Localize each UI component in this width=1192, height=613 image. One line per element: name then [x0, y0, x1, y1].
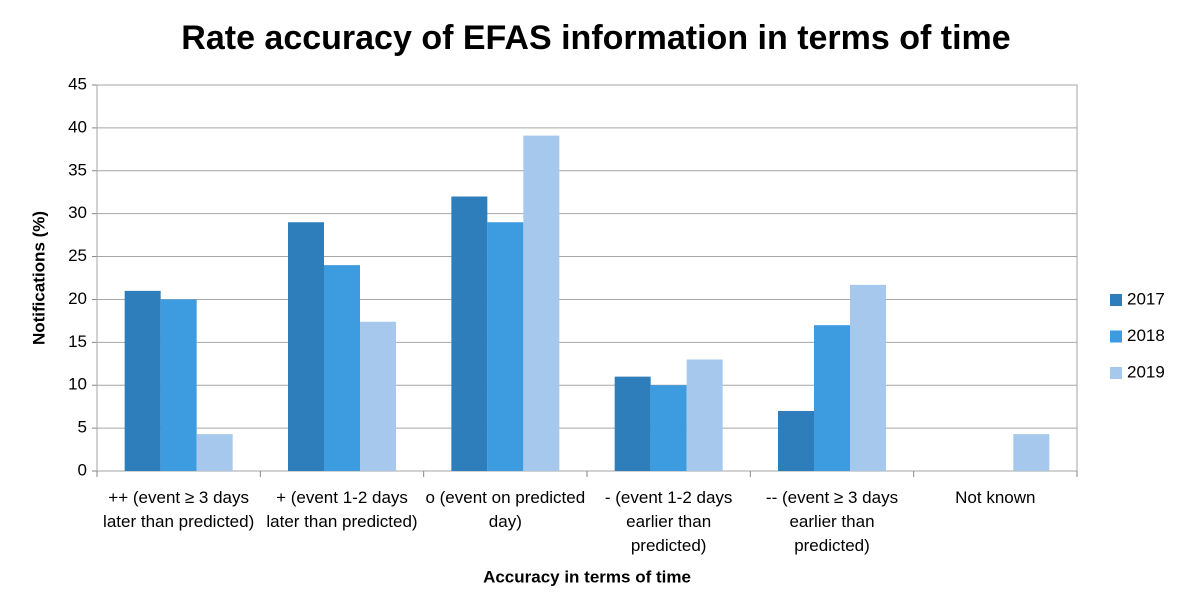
y-tick-label: 0	[78, 460, 87, 479]
y-tick-label: 10	[68, 375, 87, 394]
bar	[451, 196, 488, 471]
x-tick-label: ++ (event ≥ 3 days later than predicted)	[103, 488, 255, 531]
bar	[1013, 434, 1050, 471]
bar	[324, 265, 360, 471]
chart-title: Rate accuracy of EFAS information in ter…	[181, 19, 1010, 57]
legend-swatch	[1110, 330, 1122, 343]
y-tick-label: 40	[68, 117, 87, 136]
bar	[523, 135, 560, 471]
legend-swatch	[1110, 294, 1122, 306]
bar	[778, 410, 814, 471]
bar	[686, 359, 723, 471]
y-tick-label: 35	[68, 160, 87, 179]
y-tick-label: 30	[68, 203, 87, 222]
bar	[650, 385, 687, 471]
y-tick-label: 5	[78, 418, 87, 437]
bar	[814, 325, 850, 471]
bar	[124, 290, 161, 471]
legend-label: 2018	[1127, 326, 1165, 345]
bar	[196, 434, 233, 471]
bar	[614, 376, 651, 471]
bar	[360, 321, 396, 471]
plot-frame	[96, 84, 1078, 472]
x-axis-title: Accuracy in terms of time	[483, 567, 691, 586]
x-tick-label: Not known	[955, 488, 1036, 507]
x-tick-label: + (event 1-2 days later than predicted)	[266, 488, 418, 531]
bar	[288, 222, 324, 471]
bar	[487, 222, 524, 471]
legend-swatch	[1110, 367, 1122, 379]
y-tick-label: 15	[68, 332, 87, 351]
y-tick-label: 25	[68, 246, 87, 265]
y-tick-label: 20	[68, 289, 87, 308]
legend-label: 2019	[1127, 362, 1165, 381]
x-tick-label: o (event on predicted day)	[425, 488, 586, 531]
bar	[850, 284, 886, 471]
legend-label: 2017	[1127, 289, 1165, 308]
x-tick-label: - (event 1-2 days earlier than predicted…	[604, 488, 733, 555]
bar	[160, 299, 197, 471]
y-axis-title: Notifications (%)	[29, 211, 48, 345]
x-tick-label: -- (event ≥ 3 days earlier than predicte…	[765, 488, 899, 555]
y-tick-label: 45	[68, 74, 87, 93]
